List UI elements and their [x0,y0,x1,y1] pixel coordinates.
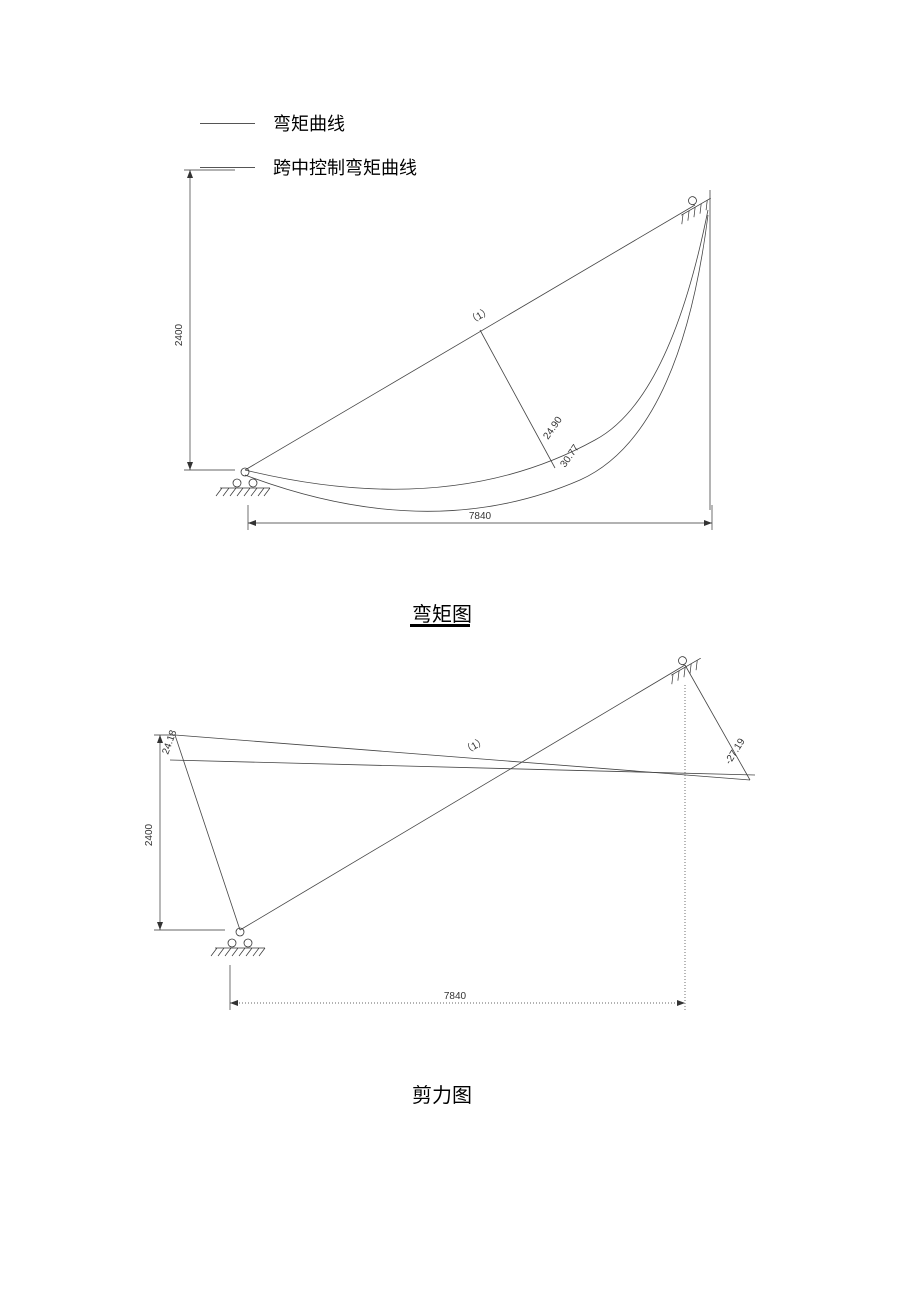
shear-right-support-icon [662,649,704,684]
horiz-dim-arrow-r [704,520,712,526]
vert-dim-label: 2400 [174,323,185,346]
shear-diagram: 2400 [130,635,760,1035]
shear-left-value: 24.18 [160,728,179,756]
moment-curve-1 [245,210,708,489]
shear-caption: 剪力图 [392,1079,492,1108]
moment-caption: 弯矩图 [392,598,492,627]
shear-right-value: -27.19 [723,736,748,766]
shear-left-side [175,735,240,930]
mid-label: （1） [466,304,494,327]
shear-horiz-dim-label: 7840 [444,991,467,1002]
shear-vert-arrow-b [157,922,163,930]
shear-vert-arrow-t [157,735,163,743]
shear-beam-line [240,665,685,930]
shear-right-side [685,665,750,780]
shear-horiz-arrow-r [677,1000,685,1006]
vert-dim-arrow-bot [187,462,193,470]
shear-mid-label: （1） [461,734,489,757]
page-container: 弯矩曲线 跨中控制弯矩曲线 2400 [0,0,920,1301]
moment-caption-underline [410,624,470,627]
left-support-icon [216,468,270,496]
vert-dim-arrow-top [187,170,193,178]
moment-svg: 2400 [140,150,760,580]
beam-line [245,205,695,470]
shear-vert-dim-label: 2400 [144,823,155,846]
shear-diag-1 [175,735,750,780]
horiz-dim-label: 7840 [469,511,492,522]
moment-curve-2 [245,215,708,511]
right-support-icon [672,189,714,224]
shear-horiz-arrow-l [230,1000,238,1006]
mid-ordinate [480,330,555,468]
horiz-dim-arrow-l [248,520,256,526]
horiz-ref [170,760,755,775]
moment-diagram: 2400 [140,150,760,580]
shear-left-support-icon [211,928,265,956]
moment-value-1: 24.90 [541,415,565,442]
legend-swatch-1 [200,123,255,124]
shear-svg: 2400 [130,635,770,1035]
legend-item-1: 弯矩曲线 [200,110,417,136]
legend-label-1: 弯矩曲线 [273,110,345,136]
